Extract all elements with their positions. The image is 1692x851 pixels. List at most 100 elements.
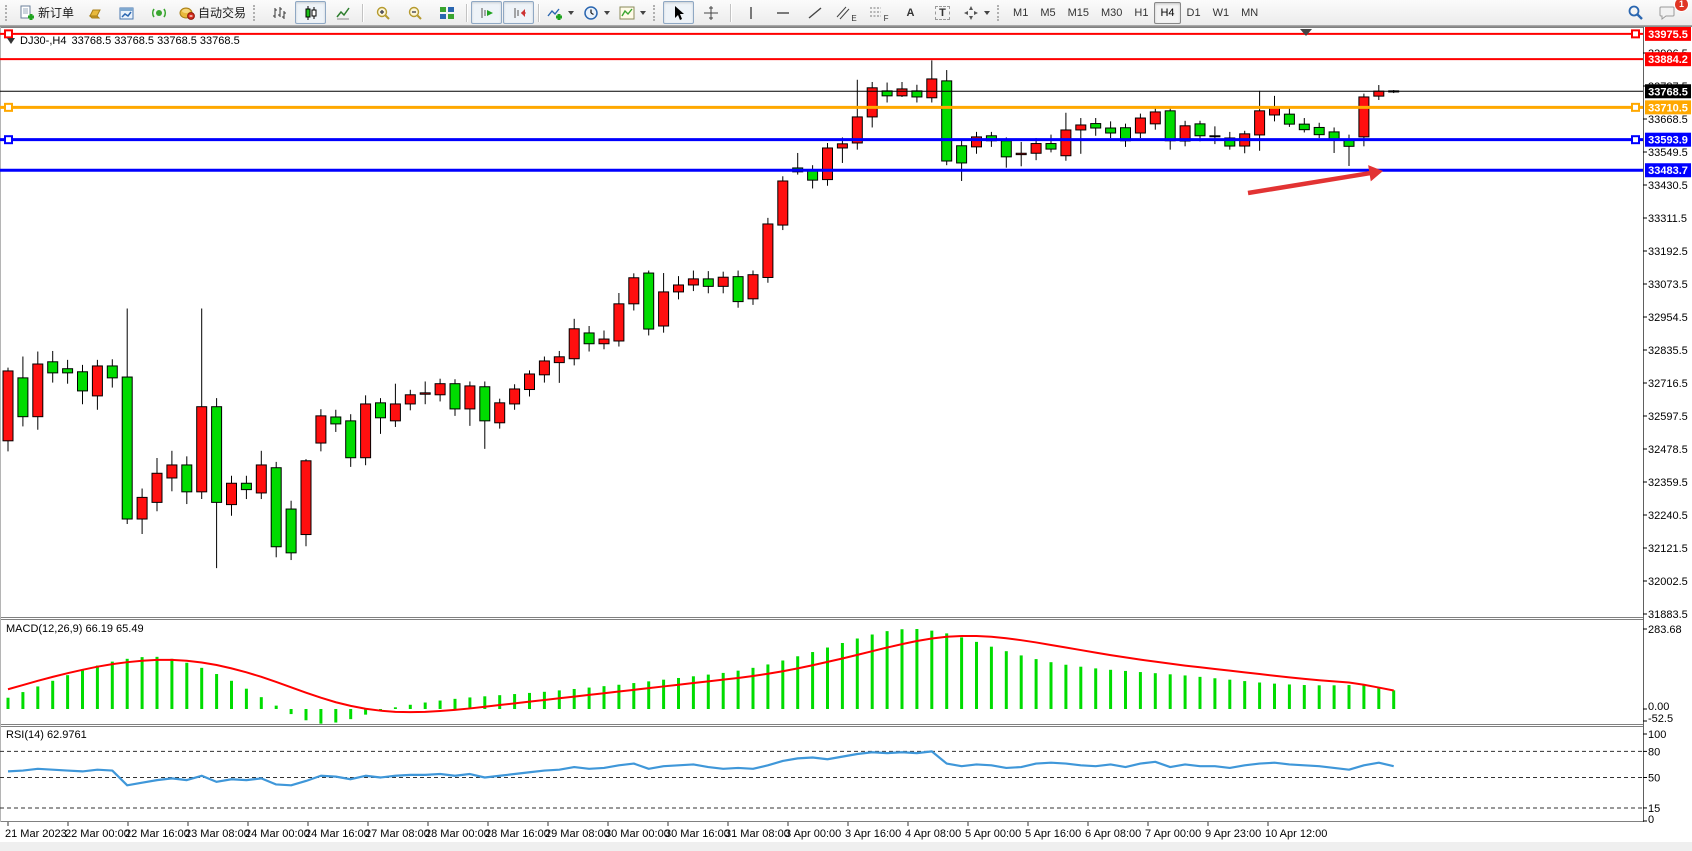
candle	[1090, 123, 1102, 129]
period-button[interactable]	[579, 1, 614, 24]
line-handle[interactable]	[4, 29, 13, 39]
price-level-badge: 33593.9	[1645, 132, 1691, 147]
rsi-indicator-label: RSI(14) 62.9761	[6, 729, 87, 741]
timeframe-button-M15[interactable]: M15	[1067, 6, 1089, 19]
timeframe-button-W1[interactable]: W1	[1212, 6, 1230, 19]
candle	[285, 508, 297, 554]
chart-shift-button[interactable]	[503, 1, 535, 24]
price-tick-label: 32240.5	[1648, 510, 1688, 522]
signals-button[interactable]	[143, 1, 174, 24]
timeframe-button-H1[interactable]: H1	[1134, 6, 1149, 19]
candle	[673, 284, 684, 293]
tile-windows-icon	[439, 6, 454, 19]
chart-symbol-period: DJ30-,H4	[20, 35, 67, 47]
chart-shift-marker[interactable]	[1300, 29, 1312, 36]
toolbar-separator	[538, 3, 540, 22]
auto-scroll-icon	[481, 7, 493, 18]
candle	[509, 388, 521, 405]
tile-windows-button[interactable]	[431, 1, 462, 24]
rsi-axis-label: 100	[1648, 729, 1666, 741]
cursor-icon	[674, 5, 684, 20]
price-tick-label: 33430.5	[1648, 180, 1688, 192]
line-chart-mode-button[interactable]	[327, 1, 358, 24]
toolbar-grip[interactable]	[997, 4, 1002, 21]
chart-window[interactable]: 33906.533787.533668.533549.533430.533311…	[0, 26, 1692, 851]
fibonacci-letter: F	[883, 14, 889, 23]
equidistant-channel-tool-button[interactable]: E	[831, 1, 862, 24]
candle	[17, 377, 29, 418]
auto-scroll-button[interactable]	[471, 1, 503, 24]
candle	[479, 386, 491, 422]
fibonacci-tool-button[interactable]: F	[863, 1, 894, 24]
zoom-in-button[interactable]	[367, 1, 398, 24]
zoom-out-button[interactable]	[399, 1, 430, 24]
timeframe-button-MN[interactable]: MN	[1241, 6, 1259, 19]
timeframe-button-H4[interactable]: H4	[1154, 1, 1181, 24]
candle	[524, 373, 535, 391]
search-button[interactable]	[1620, 1, 1651, 24]
rsi-axis-label: 15	[1648, 803, 1660, 815]
template-button[interactable]	[615, 1, 650, 24]
candle	[1373, 90, 1385, 97]
candle	[1134, 117, 1146, 134]
candle-chart-mode-button[interactable]	[295, 1, 327, 24]
text-label-tool-button[interactable]: T	[927, 1, 958, 24]
line-handle[interactable]	[1631, 29, 1640, 39]
notifications-button[interactable]: 1	[1652, 0, 1689, 24]
candle	[330, 416, 342, 425]
trendline-tool-button[interactable]	[799, 1, 830, 24]
cursor-tool-button[interactable]	[663, 1, 695, 24]
candle	[1328, 131, 1340, 140]
candle	[553, 356, 565, 364]
text-tool-icon: A	[906, 6, 915, 19]
auto-trading-button[interactable]: 自动交易	[175, 1, 250, 24]
main-toolbar: 新订单 自动交易	[0, 0, 1692, 26]
line-handle[interactable]	[1631, 135, 1640, 145]
price-level-badge: 33483.7	[1645, 163, 1691, 178]
candle	[658, 291, 670, 327]
svg-text:33483.7: 33483.7	[1648, 165, 1688, 177]
timeframe-button-M5[interactable]: M5	[1040, 6, 1056, 19]
svg-text:33593.9: 33593.9	[1648, 135, 1688, 147]
candle	[598, 338, 610, 345]
timeframe-group: M1 M5 M15 M30 H1 H4 D1 W1 MN	[1007, 1, 1264, 24]
one-click-trading-toggle-icon[interactable]	[7, 38, 15, 44]
candle	[389, 403, 401, 422]
chart-canvas[interactable]: 33906.533787.533668.533549.533430.533311…	[0, 27, 1692, 851]
market-watch-button[interactable]	[79, 1, 110, 24]
line-handle[interactable]	[4, 102, 13, 112]
vertical-line-tool-button[interactable]	[735, 1, 766, 24]
line-handle[interactable]	[4, 135, 13, 145]
candle	[255, 464, 267, 494]
toolbar-grip[interactable]	[653, 4, 658, 21]
toolbar-grip[interactable]	[253, 4, 258, 21]
dropdown-caret-icon	[984, 10, 991, 15]
bar-chart-mode-button[interactable]	[263, 1, 294, 24]
candle	[538, 360, 550, 376]
candle	[464, 385, 476, 410]
candle	[747, 274, 759, 300]
rsi-axis-label: 50	[1648, 773, 1660, 785]
arrow-annotation[interactable]	[1247, 170, 1372, 196]
price-tick-label: 33549.5	[1648, 147, 1688, 159]
chart-background	[0, 27, 1692, 851]
candle	[494, 402, 506, 424]
candle	[375, 402, 386, 419]
text-tool-button[interactable]: A	[895, 1, 926, 24]
arrows-tool-button[interactable]	[959, 1, 994, 24]
timeframe-button-M30[interactable]: M30	[1101, 6, 1123, 19]
candle	[628, 277, 640, 305]
horizontal-line-tool-button[interactable]	[767, 1, 798, 24]
timeframe-button-M1[interactable]: M1	[1013, 6, 1029, 19]
new-chart-button[interactable]	[111, 1, 142, 24]
candle	[941, 80, 953, 162]
timeframe-button-D1[interactable]: D1	[1186, 6, 1201, 19]
add-indicator-button[interactable]	[543, 1, 578, 24]
toolbar-grip[interactable]	[5, 4, 10, 21]
price-level-badge: 33710.5	[1645, 100, 1691, 115]
crosshair-tool-button[interactable]	[695, 1, 726, 24]
line-handle[interactable]	[1631, 102, 1640, 112]
new-order-button[interactable]: 新订单	[15, 1, 78, 24]
price-level-badge: 33884.2	[1645, 52, 1691, 67]
chart-title: DJ30-,H4 33768.5 33768.5 33768.5 33768.5	[7, 35, 240, 47]
